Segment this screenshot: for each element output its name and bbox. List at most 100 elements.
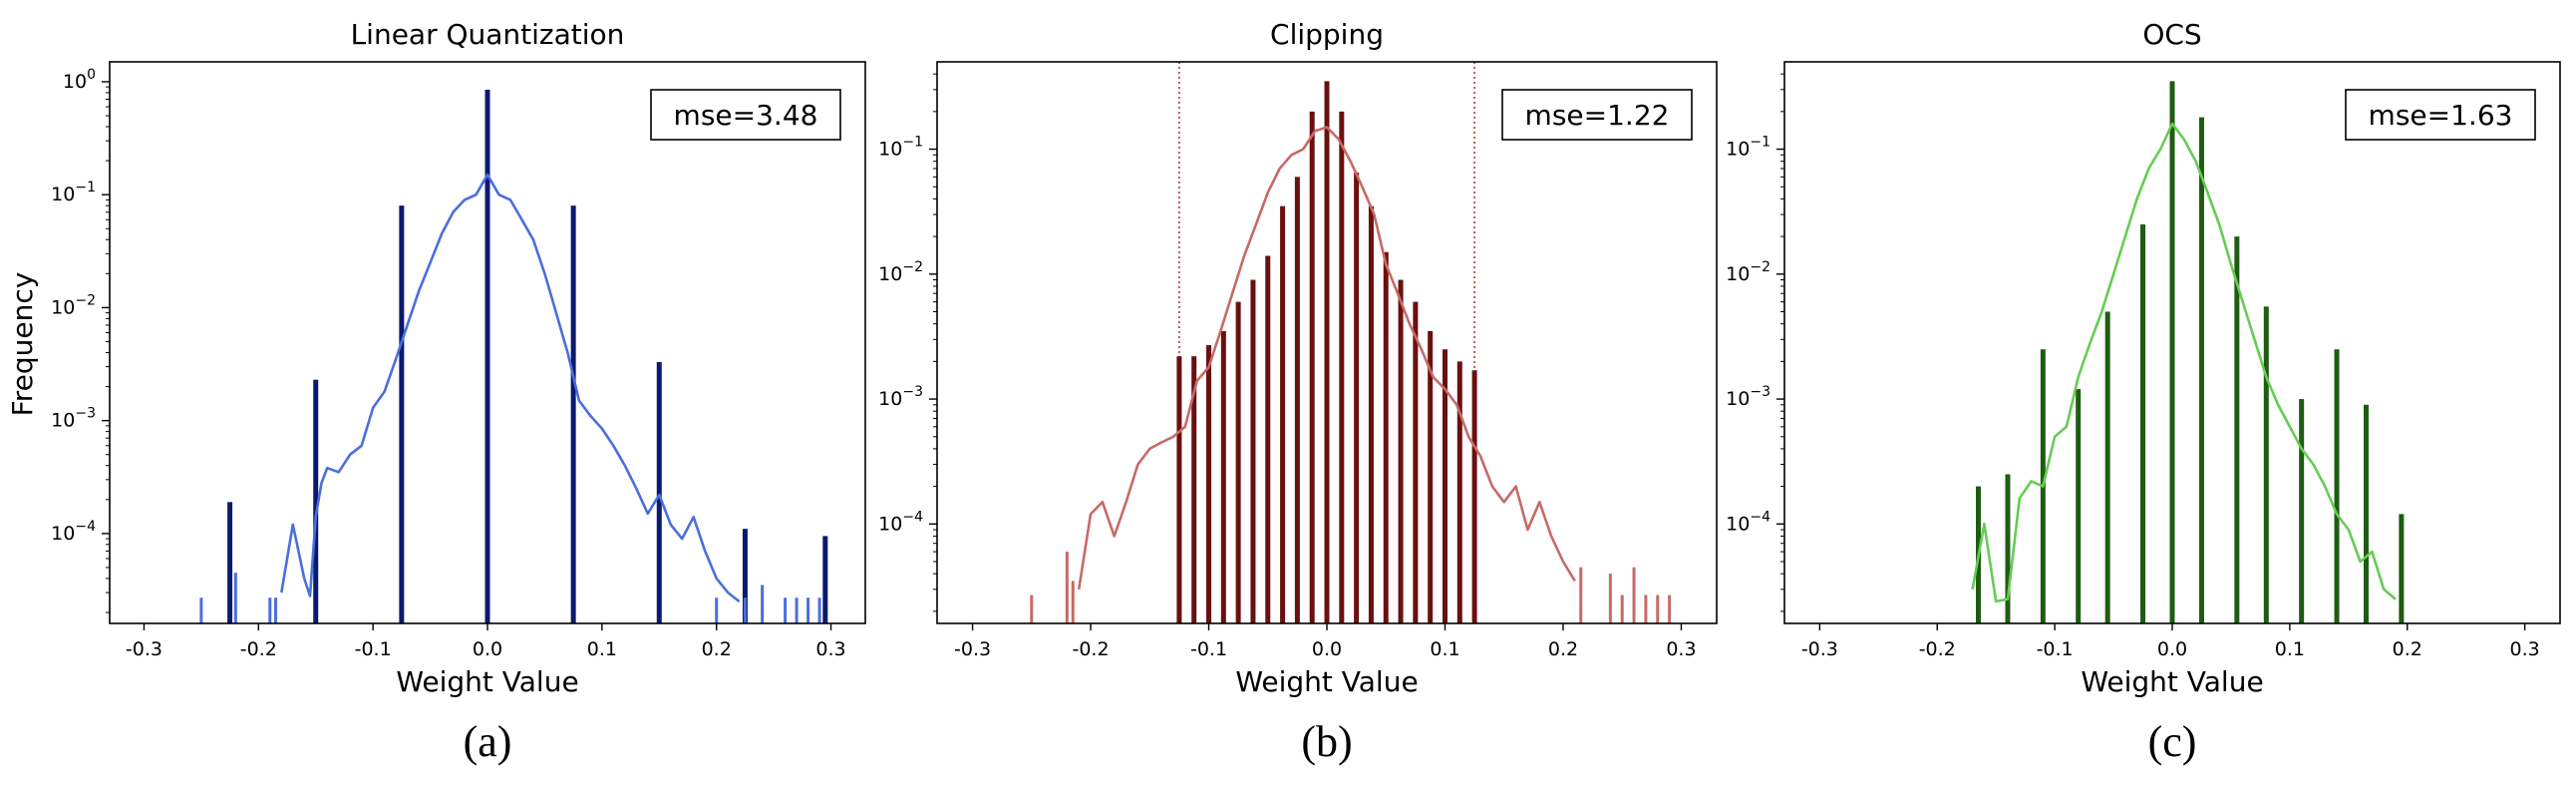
x-tick-label: -0.2: [240, 638, 277, 660]
x-tick-label: -0.3: [954, 638, 991, 660]
mse-label: mse=1.63: [2369, 99, 2513, 132]
histogram-bar: [1413, 301, 1419, 623]
tail-bar: [1065, 552, 1069, 623]
panel-caption: (c): [2148, 717, 2197, 766]
density-line: [1971, 122, 2397, 603]
histogram-bar: [1250, 279, 1256, 623]
tail-bar: [1644, 594, 1648, 623]
x-tick-label: -0.1: [1190, 638, 1227, 660]
histogram-bar: [1398, 279, 1404, 623]
histogram-bar: [742, 529, 748, 623]
histogram-bar: [1220, 330, 1226, 623]
tail-bar: [784, 597, 788, 623]
x-tick-label: -0.1: [355, 638, 392, 660]
histogram-bar: [399, 205, 405, 623]
histogram-bar: [2005, 474, 2011, 623]
x-tick-label: 0.0: [473, 638, 502, 660]
x-tick-label: 0.3: [2510, 638, 2540, 660]
y-tick-label: 10−4: [51, 519, 96, 545]
x-tick-label: 0.2: [1548, 638, 1578, 660]
histogram-bar: [1265, 255, 1271, 623]
mse-label: mse=3.48: [674, 99, 818, 132]
x-tick-label: 0.1: [587, 638, 617, 660]
y-tick-label: 10−4: [878, 509, 923, 535]
histogram-bar: [1235, 301, 1241, 623]
mse-box: [1501, 89, 1693, 141]
histogram-bar: [1324, 81, 1330, 623]
tail-bar: [795, 597, 799, 623]
histogram-bar: [2234, 236, 2240, 624]
panel-title: Linear Quantization: [351, 18, 625, 51]
x-tick-label: -0.2: [1072, 638, 1109, 660]
tail-bar: [715, 597, 719, 623]
x-tick-label: 0.2: [702, 638, 732, 660]
y-tick-label: 10−3: [51, 406, 96, 432]
x-axis-label: Weight Value: [396, 665, 578, 698]
panel-caption: (a): [464, 717, 512, 766]
histogram-bar: [2104, 311, 2110, 623]
histogram-bar: [1191, 356, 1197, 623]
tail-bar: [199, 597, 203, 623]
histogram-bar: [1442, 349, 1448, 623]
histogram-bar: [822, 536, 828, 623]
x-tick-label: -0.2: [1919, 638, 1956, 660]
x-tick-label: 0.0: [1312, 638, 1342, 660]
histogram-bar: [313, 379, 319, 623]
histogram-bar: [2198, 117, 2204, 624]
y-tick-label: 100: [63, 67, 96, 93]
y-axis-label: Frequency: [6, 272, 39, 417]
tail-bar: [233, 573, 237, 623]
histogram-bar: [1383, 251, 1389, 623]
y-tick-label: 10−4: [1726, 509, 1771, 535]
histogram-bar: [2299, 399, 2305, 623]
y-tick-label: 10−3: [878, 384, 923, 410]
histogram-bar: [2263, 306, 2269, 623]
density-line: [280, 173, 741, 603]
tail-bar: [817, 597, 821, 623]
x-tick-label: 0.1: [1430, 638, 1459, 660]
mse-box: [2345, 89, 2536, 141]
histogram-bar: [2076, 389, 2082, 623]
histogram-bar: [570, 205, 576, 623]
tail-bar: [1579, 567, 1583, 623]
y-tick-label: 10−2: [51, 292, 96, 318]
y-tick-label: 10−2: [1726, 259, 1771, 285]
histogram-bar: [1294, 177, 1300, 623]
y-tick-label: 10−1: [51, 180, 96, 205]
y-tick-label: 10−1: [878, 135, 923, 161]
density-line: [1077, 126, 1576, 591]
x-tick-label: 0.3: [1666, 638, 1696, 660]
histogram-bar: [2140, 223, 2146, 623]
y-tick-label: 10−2: [878, 259, 923, 285]
histogram-bar: [1456, 361, 1462, 623]
histogram-bar: [1206, 345, 1212, 623]
histogram-bar: [1471, 370, 1477, 623]
x-tick-label: 0.2: [2393, 638, 2422, 660]
tail-bar: [761, 585, 765, 623]
histogram-bar: [1309, 111, 1315, 624]
tail-bar: [743, 597, 747, 623]
tail-bar: [1071, 581, 1075, 623]
tail-bar: [1656, 594, 1660, 623]
x-tick-label: -0.3: [1801, 638, 1838, 660]
tail-bar: [806, 597, 810, 623]
panel-title: Clipping: [1270, 18, 1384, 51]
panel-caption: (b): [1301, 717, 1352, 766]
tail-bar: [1668, 594, 1672, 623]
x-tick-label: 0.1: [2275, 638, 2305, 660]
mse-box: [650, 89, 841, 141]
x-tick-label: -0.1: [2037, 638, 2074, 660]
histogram-bar: [1428, 330, 1434, 623]
tail-bar: [1632, 567, 1636, 623]
y-tick-label: 10−3: [1726, 384, 1771, 410]
x-tick-label: -0.3: [126, 638, 162, 660]
histogram-bar: [1339, 111, 1345, 624]
histogram-bar: [484, 89, 490, 623]
tail-bar: [1620, 594, 1624, 623]
histogram-bar: [1176, 356, 1182, 623]
histogram-bar: [2334, 349, 2340, 623]
y-tick-label: 10−1: [1726, 135, 1771, 161]
mse-label: mse=1.22: [1525, 99, 1670, 132]
histogram-bar: [2364, 404, 2369, 623]
